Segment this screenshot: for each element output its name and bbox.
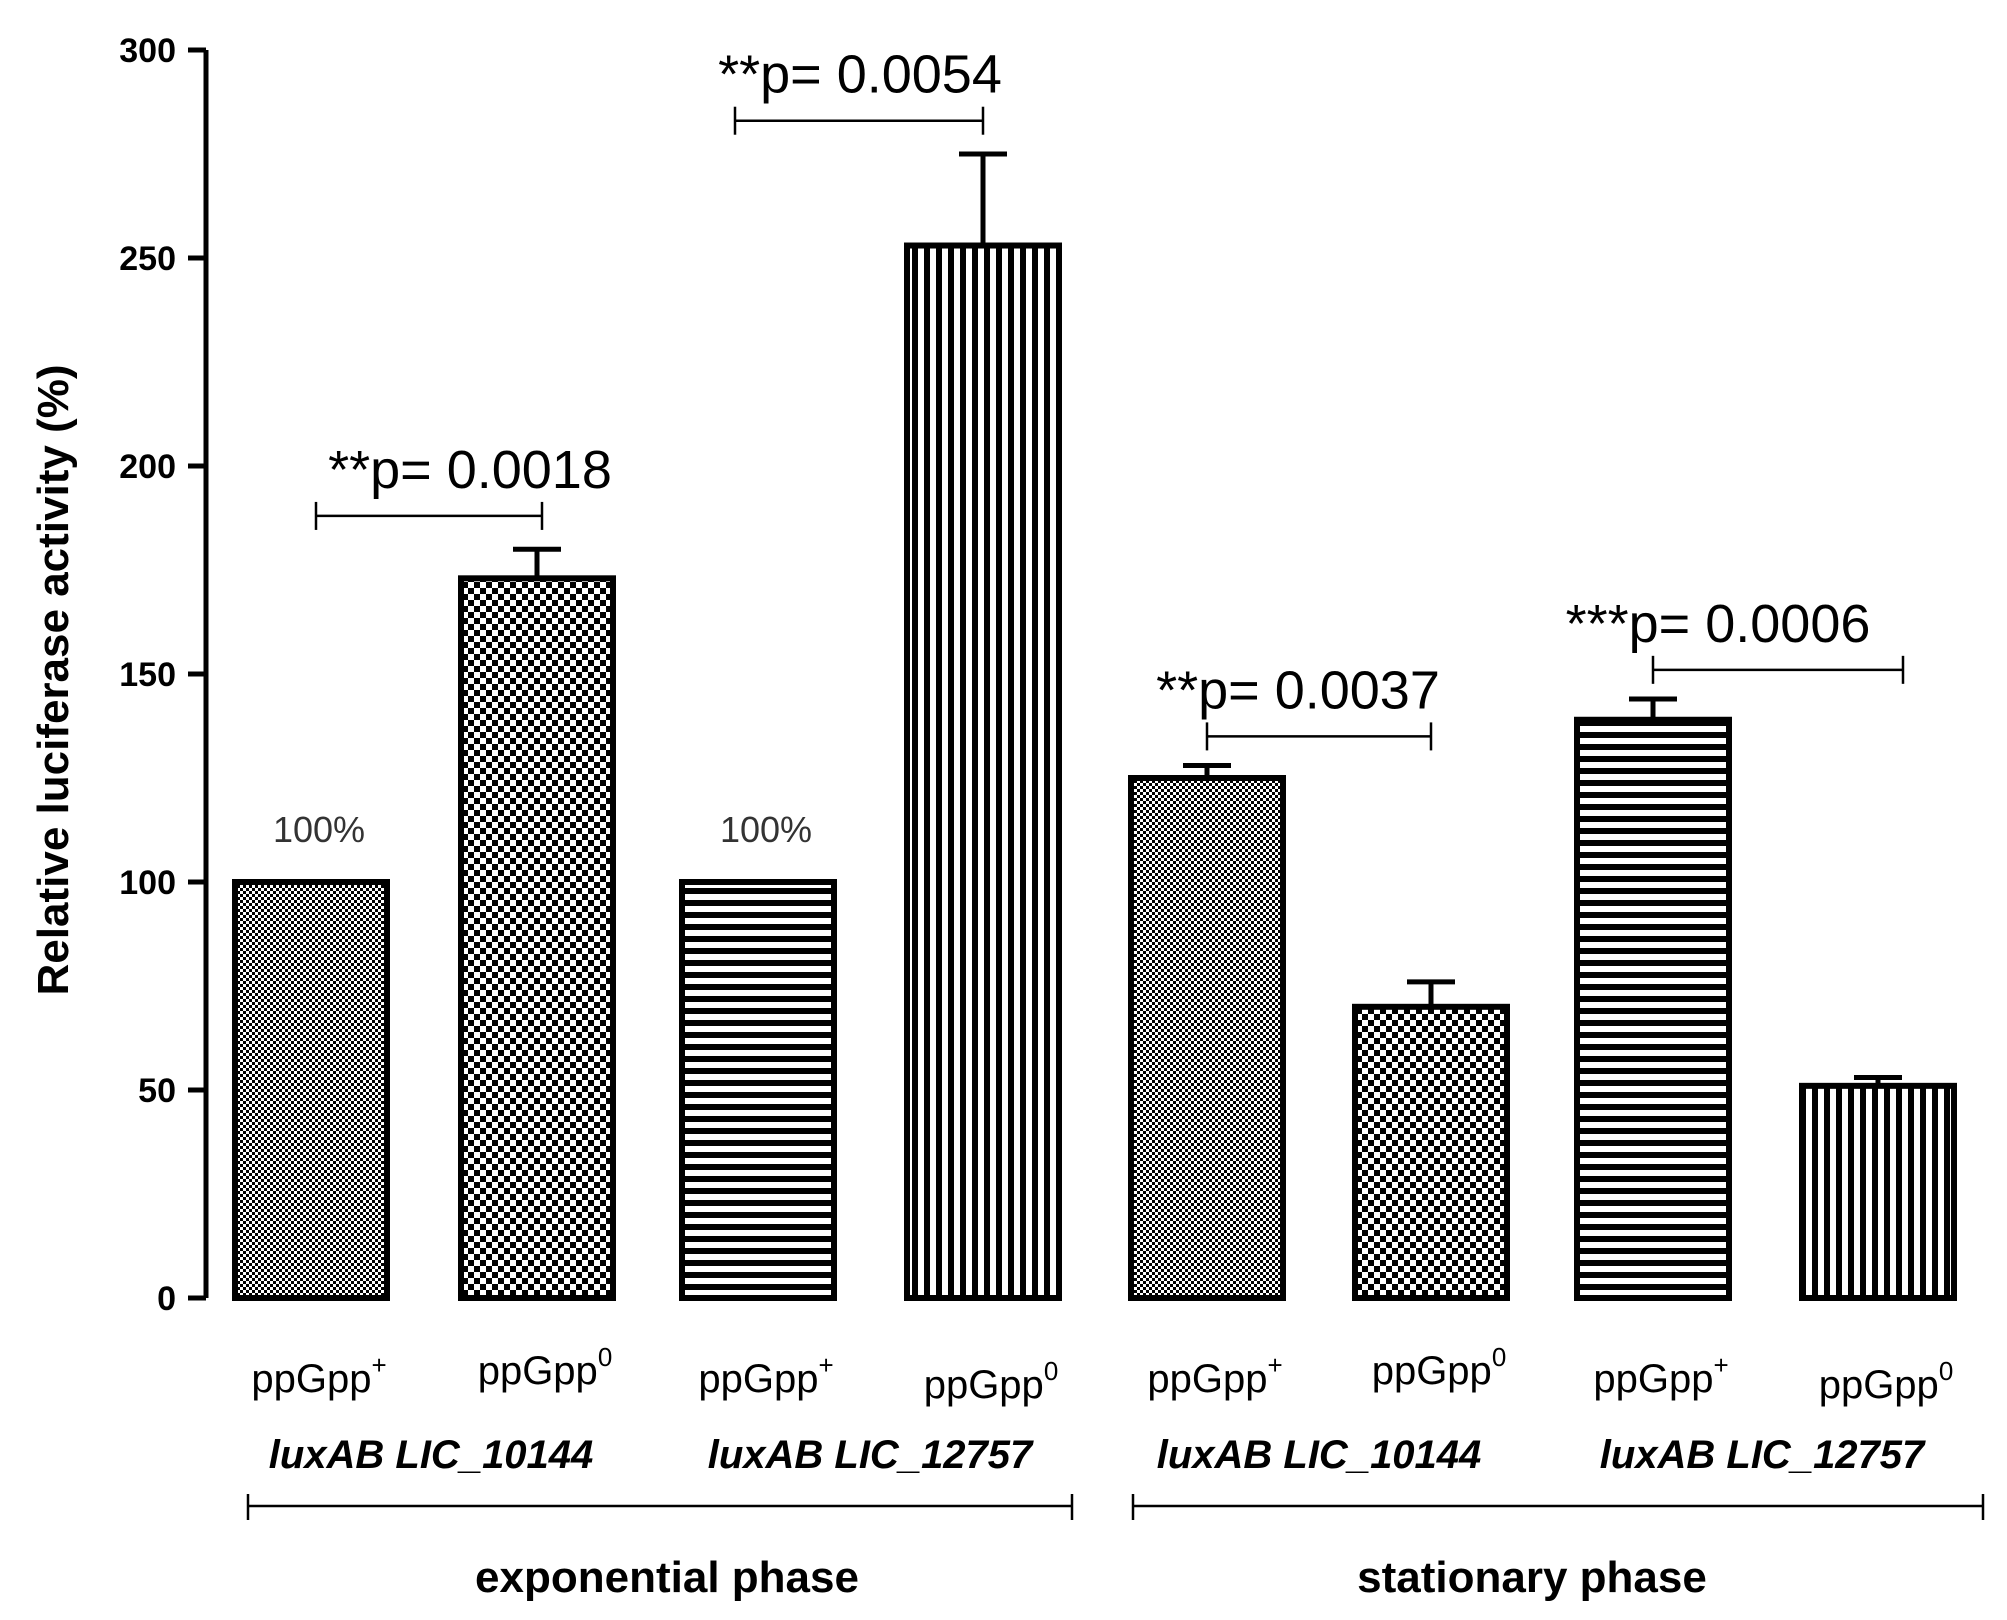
bar-5 [1128,775,1286,1301]
y-tick-label-300: 300 [119,32,176,70]
bar-6 [1352,1003,1510,1301]
category-label-8: ppGpp0 [1819,1356,1954,1407]
bar-label-1: 100% [273,809,365,850]
phase-label-exponential: exponential phase [475,1553,859,1602]
category-label-7: ppGpp+ [1593,1350,1728,1401]
y-tick-label-250: 250 [119,240,176,278]
y-tick-label-200: 200 [119,448,176,486]
sig-label-1: **p= 0.0018 [328,440,612,500]
bar-8 [1799,1082,1957,1301]
category-labels-group: ppGpp+ ppGpp0 ppGpp+ ppGpp0 ppGpp+ ppGpp0 ppGp… [251,1342,1953,1407]
bar-7 [1574,716,1732,1301]
phase-brackets [246,1494,1985,1520]
construct-label-2: luxAB LIC_12757 [708,1433,1034,1477]
bar-4 [904,242,1062,1301]
category-label-1: ppGpp+ [251,1350,386,1401]
bar-1 [232,879,390,1301]
category-label-3: ppGpp+ [698,1350,833,1401]
y-axis: 0 50 100 150 200 250 300 [119,32,209,1318]
bar-labels-group: 100% 100% [273,809,812,850]
bars-group [232,242,1957,1301]
sig-label-2: **p= 0.0054 [718,45,1002,105]
bar-2 [458,575,616,1301]
category-label-4: ppGpp0 [924,1356,1059,1407]
bar-3 [679,879,837,1301]
y-axis-label: Relative luciferase activity (%) [29,365,78,996]
y-tick-label-0: 0 [157,1280,176,1318]
construct-label-1: luxAB LIC_10144 [269,1433,594,1477]
category-label-6: ppGpp0 [1372,1342,1507,1393]
y-tick-label-100: 100 [119,864,176,902]
sig-label-4: ***p= 0.0006 [1566,594,1871,654]
sig-label-3: **p= 0.0037 [1156,660,1440,720]
phase-label-stationary: stationary phase [1357,1553,1707,1602]
significance-group: **p= 0.0018 **p= 0.0054 **p= 0.0037 ***p= 0… [314,45,1905,751]
category-label-2: ppGpp0 [478,1342,613,1393]
y-tick-label-150: 150 [119,656,176,694]
category-label-5: ppGpp+ [1147,1350,1282,1401]
bar-label-3: 100% [720,809,812,850]
construct-labels-group: luxAB LIC_10144 luxAB LIC_12757 luxAB LIC_… [269,1433,1926,1477]
y-tick-label-50: 50 [138,1072,176,1110]
error-bars-group [513,151,1902,1086]
construct-label-4: luxAB LIC_12757 [1600,1433,1926,1477]
construct-label-3: luxAB LIC_10144 [1157,1433,1482,1477]
